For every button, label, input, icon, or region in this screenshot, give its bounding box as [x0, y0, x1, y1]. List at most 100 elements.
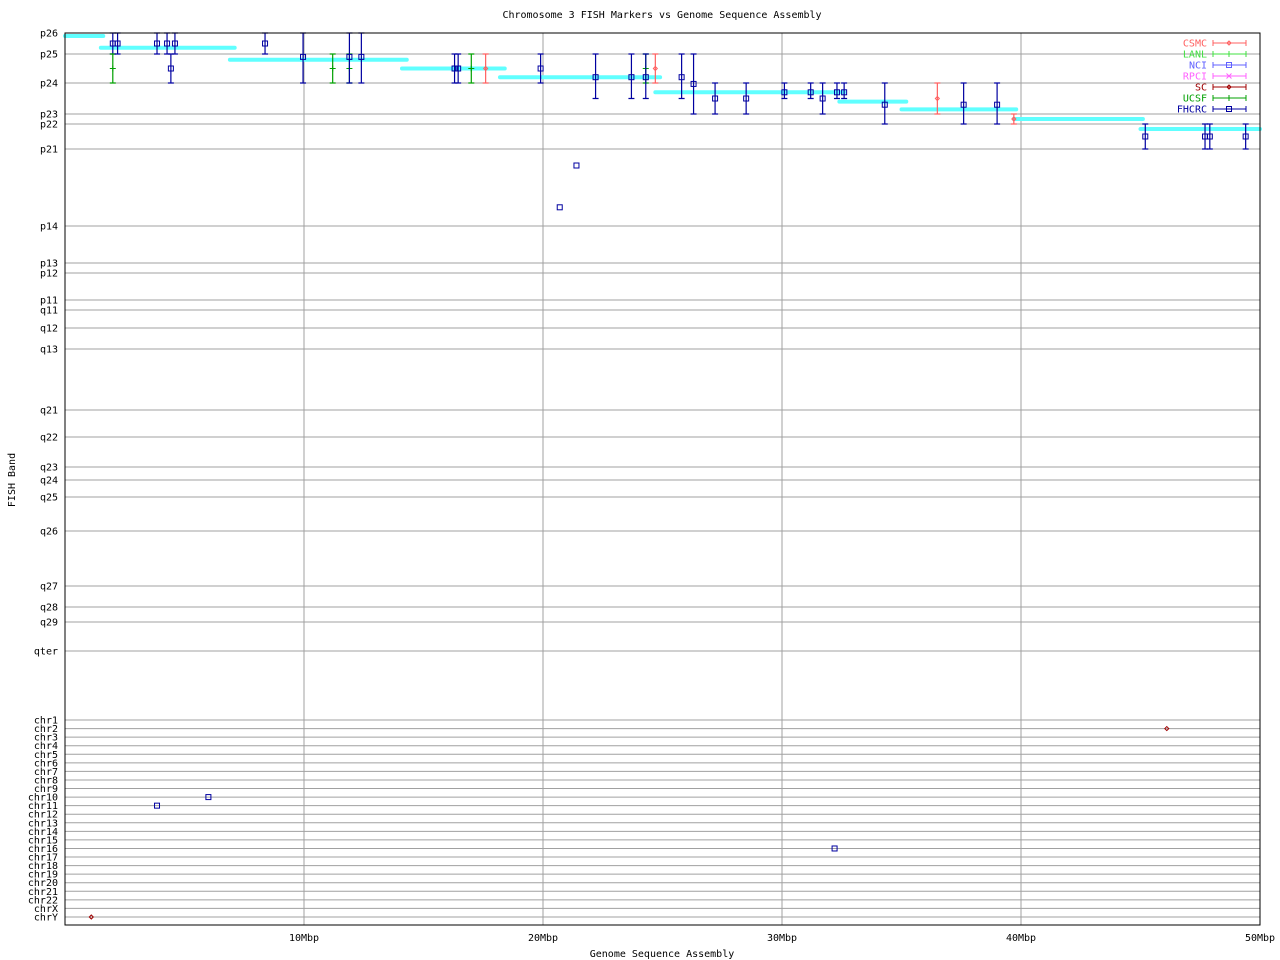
square-marker [346, 53, 353, 60]
y-tick-label: chrX [34, 904, 58, 915]
y-tick-label: chr22 [28, 895, 58, 906]
data-point-fhcrc [831, 845, 838, 852]
legend-label: RPCI [1183, 72, 1207, 83]
x-tick-label: 50Mbp [1245, 933, 1275, 944]
y-tick-label: chr4 [34, 741, 58, 752]
y-tick-label: chr2 [34, 724, 58, 735]
diamond-marker [934, 95, 941, 102]
y-tick-label: p23 [40, 110, 58, 121]
legend-line [1212, 106, 1247, 112]
square-marker [743, 95, 750, 102]
data-point-fhcrc [164, 32, 171, 55]
data-point-fhcrc [994, 82, 1001, 125]
data-points [88, 32, 1249, 920]
y-tick-label: chr17 [28, 853, 58, 864]
y-tick-label: q12 [40, 324, 58, 335]
square-marker [556, 204, 563, 211]
y-tick-label: chr13 [28, 818, 58, 829]
y-tick-label: p25 [40, 50, 58, 61]
y-tick-label: chr21 [28, 887, 58, 898]
plus-marker [468, 65, 475, 72]
diamond-marker [482, 65, 489, 72]
gridlines [65, 32, 1260, 925]
data-point-sc [1164, 725, 1170, 732]
y-tick-label: p21 [40, 145, 58, 156]
cross-marker [1226, 73, 1232, 79]
data-point-sc [88, 914, 94, 920]
error-bar [690, 53, 697, 115]
data-point-fhcrc [960, 82, 967, 125]
data-point-fhcrc [642, 53, 649, 100]
y-tick-label: chr6 [34, 758, 58, 769]
diamond-marker [652, 65, 659, 72]
legend-label: CSMC [1183, 39, 1207, 50]
data-point-fhcrc [154, 802, 161, 809]
plus-marker [1226, 95, 1232, 101]
square-marker [167, 65, 174, 72]
square-marker [171, 40, 178, 47]
data-point-csmc [1010, 113, 1017, 125]
square-marker [358, 53, 365, 60]
data-point-fhcrc [881, 82, 888, 125]
data-point-ucsf [109, 53, 116, 84]
error-bar [1010, 113, 1017, 125]
square-marker [819, 95, 826, 102]
error-bar [1142, 123, 1149, 150]
data-point-fhcrc [712, 82, 719, 115]
y-tick-label: p13 [40, 259, 58, 270]
data-point-fhcrc [205, 794, 212, 801]
plus-marker [329, 65, 336, 72]
y-tick-label: chr1 [34, 716, 58, 727]
y-tick-label: p12 [40, 269, 58, 280]
error-bar [994, 82, 1001, 125]
y-tick-label: q28 [40, 603, 58, 614]
diamond-marker [1164, 725, 1170, 732]
y-tick-label: p14 [40, 222, 58, 233]
data-point-fhcrc [171, 32, 178, 55]
diamond-marker [1226, 84, 1232, 90]
square-marker [994, 101, 1001, 108]
error-bar [833, 82, 840, 100]
y-tick-label: chr14 [28, 827, 58, 838]
x-tick-label: 20Mbp [528, 933, 558, 944]
square-marker [781, 89, 788, 96]
y-tick-label: q22 [40, 433, 58, 444]
legend-label: FHCRC [1177, 105, 1207, 116]
x-tick-label: 40Mbp [1006, 933, 1036, 944]
data-point-fhcrc [154, 32, 161, 55]
legend-entry-rpci: RPCI [1183, 72, 1247, 83]
legend-line [1212, 62, 1247, 68]
error-bar [781, 82, 788, 100]
y-tick-label: chr18 [28, 861, 58, 872]
plus-marker [109, 65, 116, 72]
y-tick-label: chr9 [34, 784, 58, 795]
y-tick-label: chr20 [28, 878, 58, 889]
y-axis-label: FISH Band [7, 453, 18, 507]
data-point-fhcrc [781, 82, 788, 100]
y-tick-label: q24 [40, 476, 58, 487]
y-tick-label: q11 [40, 306, 58, 317]
legend-label: SC [1195, 83, 1207, 94]
data-point-fhcrc [573, 162, 580, 169]
assembly-segments [63, 33, 1262, 131]
y-tick-label: p11 [40, 296, 58, 307]
data-point-fhcrc [556, 204, 563, 211]
data-point-fhcrc [167, 53, 174, 84]
y-tick-label: q13 [40, 345, 58, 356]
square-marker [455, 65, 462, 72]
y-tick-label: chrY [34, 913, 58, 924]
legend-line [1212, 40, 1247, 46]
error-bar [960, 82, 967, 125]
square-marker [154, 40, 161, 47]
square-marker [1142, 133, 1149, 140]
y-tick-label: p26 [40, 29, 58, 40]
x-tick-labels: 10Mbp 20Mbp 30Mbp 40Mbp 50Mbp [289, 933, 1275, 944]
legend-line [1212, 84, 1247, 90]
square-marker [712, 95, 719, 102]
square-marker [114, 40, 121, 47]
y-tick-label: q25 [40, 493, 58, 504]
square-marker [1226, 106, 1232, 112]
data-point-fhcrc [300, 32, 307, 84]
data-point-csmc [482, 53, 489, 84]
x-axis-label: Genome Sequence Assembly [590, 949, 735, 960]
